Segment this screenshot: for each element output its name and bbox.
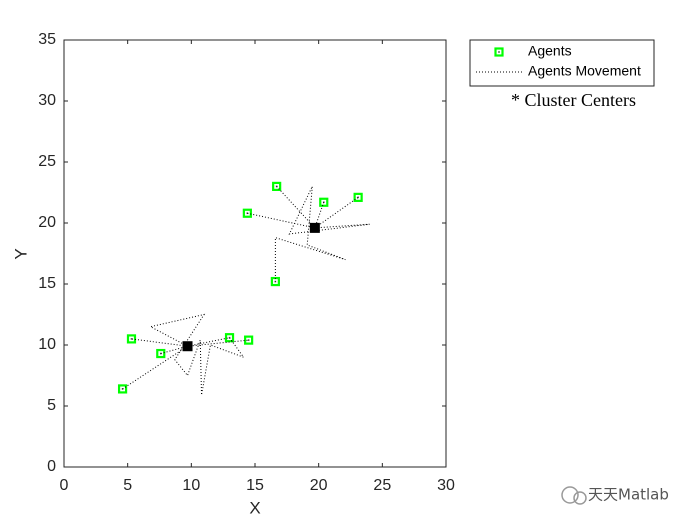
y-tick-label: 35 xyxy=(38,31,56,48)
cluster-center xyxy=(309,222,320,233)
y-tick-label: 30 xyxy=(38,92,56,109)
x-tick-label: 30 xyxy=(437,477,455,494)
watermark-icon xyxy=(561,486,587,505)
x-tick-label: 0 xyxy=(60,477,69,494)
agent-point xyxy=(224,333,235,343)
y-tick-label: 10 xyxy=(38,336,56,353)
agent-point xyxy=(353,192,363,202)
y-tick-label: 25 xyxy=(38,153,56,170)
x-tick-label: 5 xyxy=(123,477,132,494)
x-tick-label: 15 xyxy=(246,477,264,494)
y-tick-label: 5 xyxy=(47,397,56,414)
x-axis-label: X xyxy=(249,498,260,517)
axes-box xyxy=(63,39,447,468)
y-tick-label: 20 xyxy=(38,214,56,231)
agent-point xyxy=(126,334,137,344)
annotation: * Cluster Centers xyxy=(511,90,636,110)
legend-marker xyxy=(494,47,504,57)
watermark: 天天Matlab xyxy=(588,486,669,504)
agent-point xyxy=(244,335,254,345)
x-tick-label: 25 xyxy=(373,477,391,494)
y-tick-label: 15 xyxy=(38,275,56,292)
legend-label: Agents xyxy=(528,43,572,59)
y-axis-label: Y xyxy=(11,248,30,259)
x-tick-label: 20 xyxy=(310,477,328,494)
cluster-center xyxy=(182,341,193,352)
x-tick-label: 10 xyxy=(182,477,200,494)
legend-label: Agents Movement xyxy=(528,63,641,79)
y-tick-label: 0 xyxy=(47,458,56,475)
